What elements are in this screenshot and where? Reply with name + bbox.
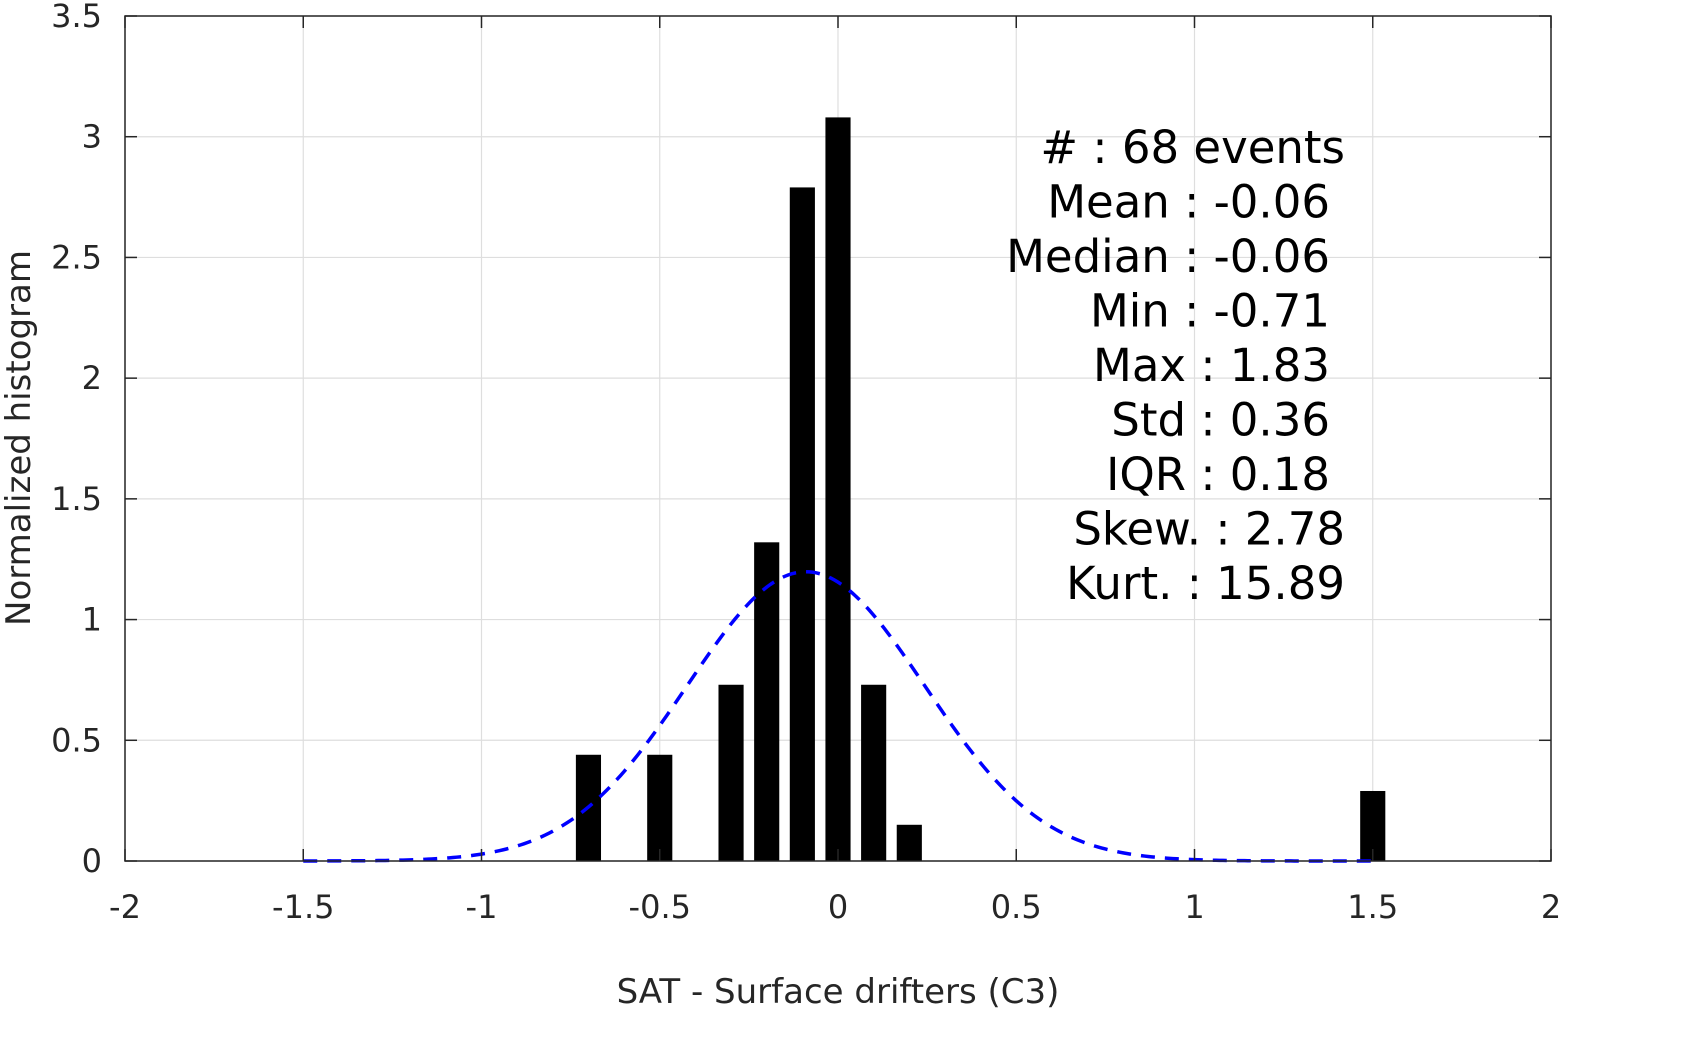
x-axis-label: SAT - Surface drifters (C3) bbox=[617, 972, 1060, 1012]
x-tick-label: -1 bbox=[466, 888, 498, 926]
y-tick-label: 1.5 bbox=[51, 480, 102, 518]
x-tick-label: 0.5 bbox=[991, 888, 1042, 926]
histogram-bar bbox=[789, 187, 815, 861]
x-tick-label: 0 bbox=[828, 888, 848, 926]
x-tick-label: 1 bbox=[1184, 888, 1204, 926]
statistic-line: # : 68 events bbox=[1040, 121, 1345, 174]
statistic-line: Median : -0.06 bbox=[1006, 230, 1330, 283]
axis-ticks bbox=[124, 15, 1552, 862]
histogram-bars bbox=[575, 117, 1386, 861]
y-axis-label: Normalized histogram bbox=[0, 250, 39, 626]
histogram-bar bbox=[647, 754, 673, 861]
histogram-bar bbox=[754, 542, 780, 861]
y-tick-label: 3 bbox=[82, 118, 102, 156]
y-tick-label: 2.5 bbox=[51, 238, 102, 276]
histogram-bar bbox=[825, 117, 851, 861]
statistic-line: IQR : 0.18 bbox=[1106, 448, 1330, 501]
y-tick-label: 0.5 bbox=[51, 721, 102, 759]
x-tick-label: -0.5 bbox=[629, 888, 691, 926]
histogram-bar bbox=[718, 684, 744, 861]
y-tick-label: 0 bbox=[82, 842, 102, 880]
histogram-bar bbox=[861, 684, 887, 861]
y-tick-label: 3.5 bbox=[51, 0, 102, 35]
x-tick-labels: -2 -1.5 -1 -0.5 0 0.5 1 1.5 2 bbox=[109, 888, 1561, 926]
statistic-line: Min : -0.71 bbox=[1090, 285, 1330, 338]
statistic-line: Std : 0.36 bbox=[1111, 394, 1330, 447]
statistic-line: Max : 1.83 bbox=[1093, 339, 1330, 392]
statistic-line: Kurt. : 15.89 bbox=[1066, 557, 1345, 610]
statistic-line: Mean : -0.06 bbox=[1047, 176, 1330, 229]
x-tick-label: 2 bbox=[1541, 888, 1561, 926]
y-tick-label: 1 bbox=[82, 601, 102, 639]
y-tick-labels: 0 0.5 1 1.5 2 2.5 3 3.5 bbox=[51, 0, 102, 880]
statistic-line: Skew. : 2.78 bbox=[1073, 503, 1345, 556]
x-tick-label: 1.5 bbox=[1347, 888, 1398, 926]
histogram-bar bbox=[896, 824, 922, 861]
x-tick-label: -1.5 bbox=[272, 888, 334, 926]
y-tick-label: 2 bbox=[82, 359, 102, 397]
x-tick-label: -2 bbox=[109, 888, 141, 926]
